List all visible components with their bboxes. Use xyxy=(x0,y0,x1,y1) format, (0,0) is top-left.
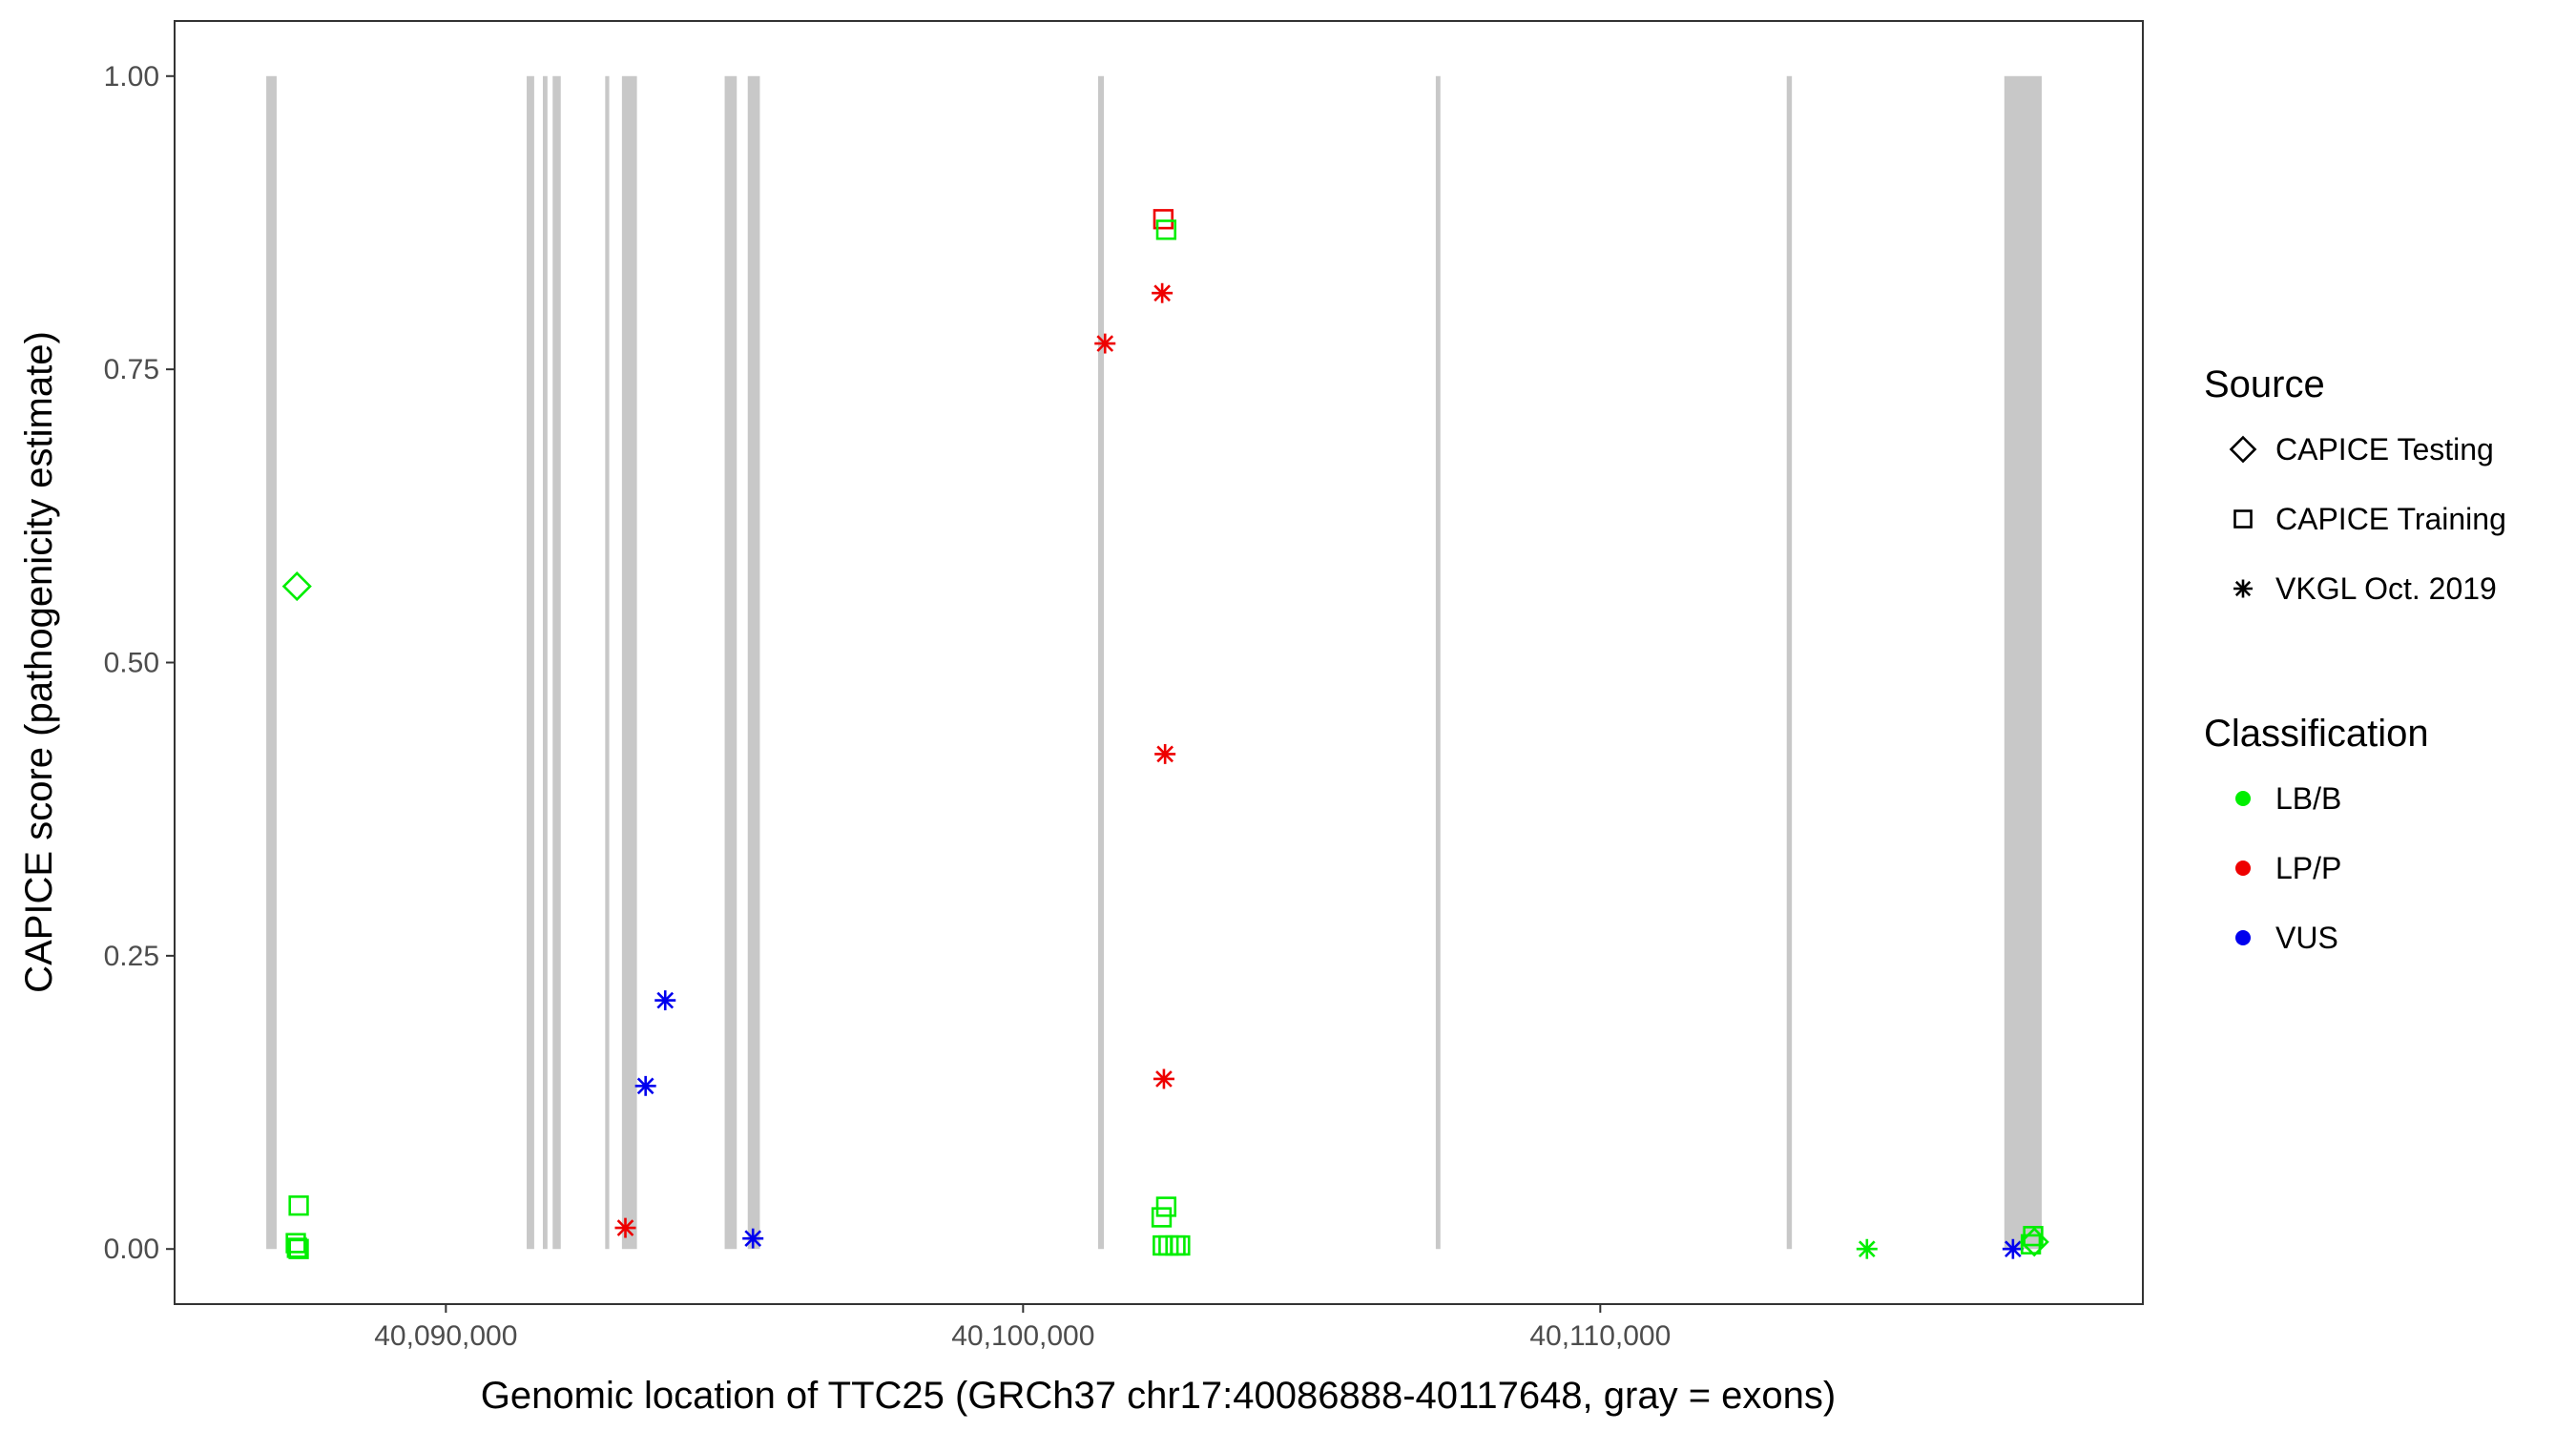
x-tick-label-2: 40,110,000 xyxy=(1529,1320,1671,1352)
x-tick-label-1: 40,100,000 xyxy=(951,1320,1094,1352)
legend-key-dot-icon-1 xyxy=(2235,791,2251,806)
legend-label-lpp: LP/P xyxy=(2275,851,2341,885)
data-point-8 xyxy=(654,990,676,1011)
exon-band-12 xyxy=(2004,75,2043,1250)
data-point-16 xyxy=(1155,1196,1177,1217)
legend-key-asterisk-icon xyxy=(2233,579,2253,598)
data-point-5 xyxy=(288,1238,309,1259)
data-points xyxy=(281,209,2049,1259)
data-point-11 xyxy=(1152,282,1174,303)
exon-band-11 xyxy=(1786,75,1793,1250)
y-tick-label-3: 0.75 xyxy=(104,354,159,385)
y-axis-title: CAPICE score (pathogenicity estimate) xyxy=(18,331,60,993)
data-point-15 xyxy=(1155,219,1177,240)
data-point-6 xyxy=(614,1217,636,1238)
legend-label-capice-testing: CAPICE Testing xyxy=(2275,432,2494,467)
axes: 0.00 0.25 0.50 0.75 1.00 40,090,000 40,100,000… xyxy=(104,61,1672,1352)
exon-band-2 xyxy=(527,75,534,1250)
data-point-23 xyxy=(2002,1238,2024,1259)
legend-source-keys xyxy=(2229,435,2257,598)
legend-classification-keys xyxy=(2235,791,2251,945)
exon-band-10 xyxy=(1435,75,1441,1250)
legend-label-lbb: LB/B xyxy=(2275,781,2341,816)
exon-band-6 xyxy=(621,75,637,1250)
y-tick-label-2: 0.50 xyxy=(104,648,159,679)
legend-label-vus: VUS xyxy=(2275,921,2338,955)
exon-band-5 xyxy=(605,75,610,1250)
x-axis-title: Genomic location of TTC25 (GRCh37 chr17:… xyxy=(481,1375,1836,1417)
data-point-10 xyxy=(1094,333,1116,354)
data-point-21 xyxy=(1170,1234,1191,1256)
data-point-22 xyxy=(1856,1238,1878,1259)
x-tick-label-0: 40,090,000 xyxy=(374,1320,517,1352)
data-point-14 xyxy=(1153,209,1174,230)
exon-band-1 xyxy=(266,75,277,1250)
legend-classification-title: Classification xyxy=(2204,713,2429,755)
exon-band-9 xyxy=(1097,75,1105,1250)
exon-band-3 xyxy=(542,75,548,1250)
exon-band-8 xyxy=(747,75,760,1250)
legend-label-capice-training: CAPICE Training xyxy=(2275,502,2506,536)
y-tick-label-0: 0.00 xyxy=(104,1234,159,1265)
data-point-17 xyxy=(1151,1207,1173,1228)
data-point-2 xyxy=(288,1195,309,1216)
data-point-26 xyxy=(2019,1227,2049,1257)
data-point-12 xyxy=(1154,743,1176,764)
y-tick-label-1: 0.25 xyxy=(104,941,159,972)
data-point-1 xyxy=(281,570,312,602)
exon-band-7 xyxy=(724,75,737,1250)
data-point-7 xyxy=(634,1075,656,1096)
legend-key-diamond-icon xyxy=(2229,435,2257,464)
exon-bands xyxy=(266,75,2043,1250)
legend-key-square-icon xyxy=(2233,509,2253,529)
legend: Source CAPICE Testing CAPICE Training VK… xyxy=(2204,363,2506,955)
legend-label-vkgl: VKGL Oct. 2019 xyxy=(2275,571,2497,606)
legend-key-dot-icon-2 xyxy=(2235,861,2251,876)
data-point-13 xyxy=(1153,1068,1174,1089)
y-tick-label-4: 1.00 xyxy=(104,61,159,93)
data-point-9 xyxy=(742,1228,764,1249)
exon-band-4 xyxy=(552,75,561,1250)
legend-source-title: Source xyxy=(2204,363,2325,405)
legend-key-dot-icon-3 xyxy=(2235,930,2251,945)
